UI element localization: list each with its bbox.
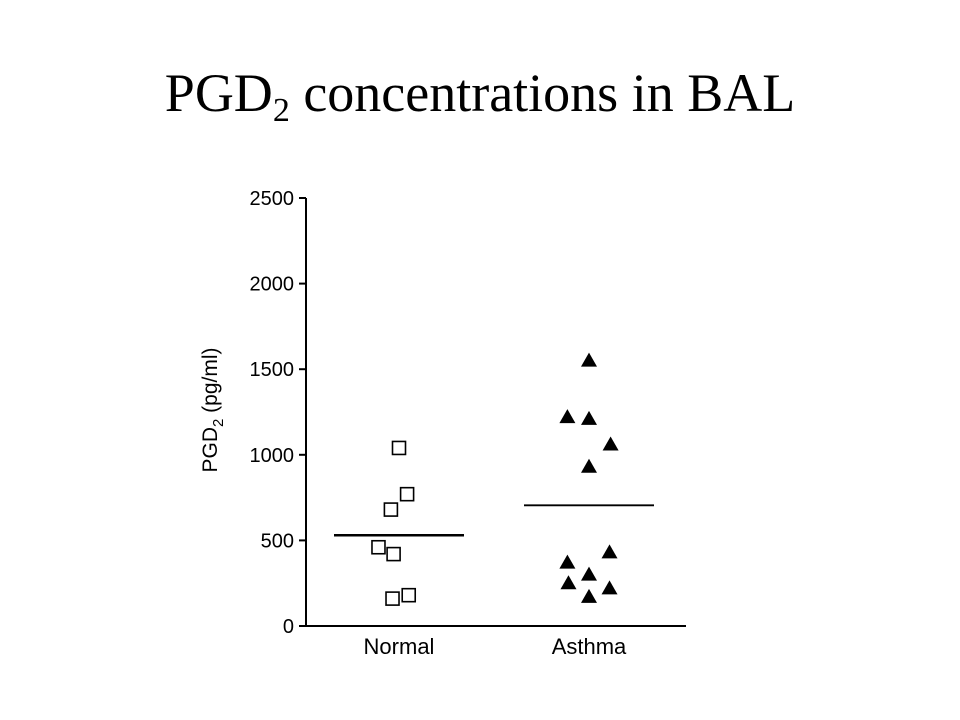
slide-title-subscript: 2 <box>272 92 290 129</box>
data-point-triangle <box>602 436 619 451</box>
data-point-square <box>391 440 407 456</box>
y-axis-title: PGD2 (pg/ml) <box>199 347 227 472</box>
data-point-triangle <box>559 409 576 424</box>
y-tick-label: 1000 <box>250 445 295 467</box>
chart-axes <box>305 198 686 627</box>
data-point-square <box>401 587 417 603</box>
slide-title-main: PGD <box>164 63 273 123</box>
data-point-square <box>386 546 401 562</box>
slide-title-rest: concentrations in BAL <box>289 63 796 123</box>
y-tick-label: 0 <box>283 616 294 638</box>
y-axis-title-rest: (pg/ml) <box>199 347 222 418</box>
data-point-triangle <box>559 554 576 569</box>
data-point-triangle <box>601 580 618 595</box>
data-point-square <box>383 502 399 517</box>
data-point-triangle <box>581 566 597 581</box>
y-axis-title-subscript: 2 <box>210 419 227 427</box>
chart-marks <box>371 352 619 606</box>
data-point-square <box>371 539 386 555</box>
data-point-square <box>399 486 415 502</box>
y-tick-label: 2000 <box>250 274 295 296</box>
x-category-label: Asthma <box>552 634 627 659</box>
data-point-triangle <box>560 575 577 590</box>
y-tick-label: 500 <box>261 530 294 552</box>
mean-lines <box>334 504 654 537</box>
data-point-square <box>385 591 400 606</box>
y-axis-title-main: PGD <box>199 427 222 473</box>
data-point-triangle <box>581 410 597 425</box>
category-labels: Normal Asthma <box>364 634 628 659</box>
data-point-triangle <box>581 588 597 603</box>
slide-title: PGD2 concentrations in BAL <box>0 63 960 128</box>
data-point-triangle <box>601 544 618 559</box>
data-point-triangle <box>581 458 597 473</box>
x-category-label: Normal <box>364 634 435 659</box>
y-tick-label: 2500 <box>250 188 295 210</box>
y-tick-label: 1500 <box>250 359 295 381</box>
data-point-triangle <box>581 352 597 367</box>
y-axis-ticks: 0 500 1000 1500 2000 2500 <box>250 188 306 638</box>
